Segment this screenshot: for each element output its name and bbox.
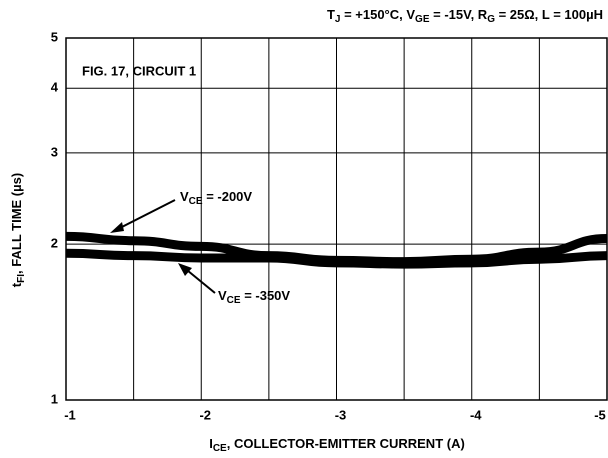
series-label-part: CE	[227, 295, 241, 306]
x-tick-label: -4	[470, 407, 482, 422]
series-label: VCE = -350V	[218, 288, 290, 305]
chart-title-part: GE	[415, 14, 430, 25]
y-tick-label: 3	[51, 144, 58, 159]
chart-title-part: = -15V, R	[430, 7, 488, 22]
arrowhead	[178, 263, 192, 276]
x-axis-label-part: CE	[213, 443, 227, 454]
chart-title-part: = +150°C, V	[340, 7, 415, 22]
series-line	[65, 248, 608, 269]
series-label-part: V	[180, 189, 189, 204]
chart-title-part: T	[327, 7, 335, 22]
x-tick-label: -3	[335, 407, 347, 422]
y-axis-label-part: FI	[16, 274, 27, 283]
figure-label: FIG. 17, CIRCUIT 1	[82, 63, 196, 78]
y-tick-label: 4	[51, 80, 59, 95]
series-label-part: = -200V	[203, 189, 253, 204]
chart-title-part: = 25Ω, L = 100µH	[495, 7, 603, 22]
chart-title-part: G	[487, 14, 495, 25]
chart-title: TJ = +150°C, VGE = -15V, RG = 25Ω, L = 1…	[327, 7, 603, 24]
arrowhead	[110, 222, 124, 233]
label-box	[74, 58, 264, 86]
series-label-part: CE	[189, 196, 203, 207]
x-tick-label: -5	[594, 407, 606, 422]
series-label-part: V	[218, 288, 227, 303]
y-axis-label: tFI, FALL TIME (µs)	[9, 173, 26, 287]
y-tick-label: 5	[51, 29, 58, 44]
y-tick-label: 2	[51, 236, 58, 251]
y-tick-label: 1	[51, 391, 58, 406]
x-axis-label-part: I	[209, 436, 213, 451]
x-tick-label: -2	[199, 407, 211, 422]
series-label-part: = -350V	[241, 288, 291, 303]
y-axis-label-part: , FALL TIME (µs)	[9, 173, 24, 274]
y-axis-label-part: t	[9, 282, 24, 287]
series-label: VCE = -200V	[180, 189, 252, 206]
x-axis-label-part: , COLLECTOR-EMITTER CURRENT (A)	[227, 436, 465, 451]
x-axis-label: ICE, COLLECTOR-EMITTER CURRENT (A)	[209, 436, 465, 453]
chart-title-part: J	[335, 14, 341, 25]
arrow	[113, 199, 176, 232]
x-tick-label: -1	[64, 407, 76, 422]
